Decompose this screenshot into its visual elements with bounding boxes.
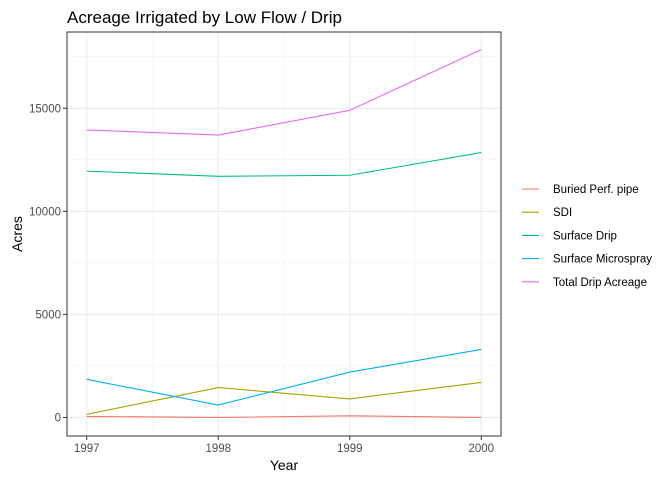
x-axis: 1997 1998 1999 2000 xyxy=(74,436,494,455)
y-tick-label: 15000 xyxy=(29,103,61,115)
y-axis: 0 5000 10000 15000 xyxy=(29,103,67,424)
major-gridlines xyxy=(67,32,501,436)
legend: Buried Perf. pipe SDI Surface Drip Surface … xyxy=(522,184,652,289)
series-line-total-drip-acreage xyxy=(86,49,482,136)
legend-label-sdi: SDI xyxy=(553,207,572,219)
x-axis-title: Year xyxy=(270,457,299,473)
plot-area xyxy=(66,31,502,437)
legend-label-surface-microspray: Surface Microspray xyxy=(553,254,652,266)
y-tick-label: 0 xyxy=(55,412,61,424)
chart-title: Acreage Irrigated by Low Flow / Drip xyxy=(67,8,342,27)
series-line-surface-drip xyxy=(86,152,482,177)
y-tick-label: 10000 xyxy=(29,206,61,218)
legend-label-total-drip-acreage: Total Drip Acreage xyxy=(553,277,647,289)
series-line-surface-microspray xyxy=(86,348,482,406)
series-line-buried-perf-pipe xyxy=(86,415,482,419)
y-axis-title: Acres xyxy=(9,216,25,252)
x-tick-label: 1997 xyxy=(74,443,100,455)
x-tick-label: 1998 xyxy=(205,443,231,455)
series-line-sdi xyxy=(86,381,482,415)
legend-label-buried-perf-pipe: Buried Perf. pipe xyxy=(553,184,639,196)
legend-label-surface-drip: Surface Drip xyxy=(553,230,617,242)
x-tick-label: 2000 xyxy=(468,443,494,455)
series-lines xyxy=(86,49,482,419)
plot-border xyxy=(66,31,502,437)
y-tick-label: 5000 xyxy=(35,309,61,321)
minor-gridlines xyxy=(67,32,501,436)
x-tick-label: 1999 xyxy=(337,443,363,455)
